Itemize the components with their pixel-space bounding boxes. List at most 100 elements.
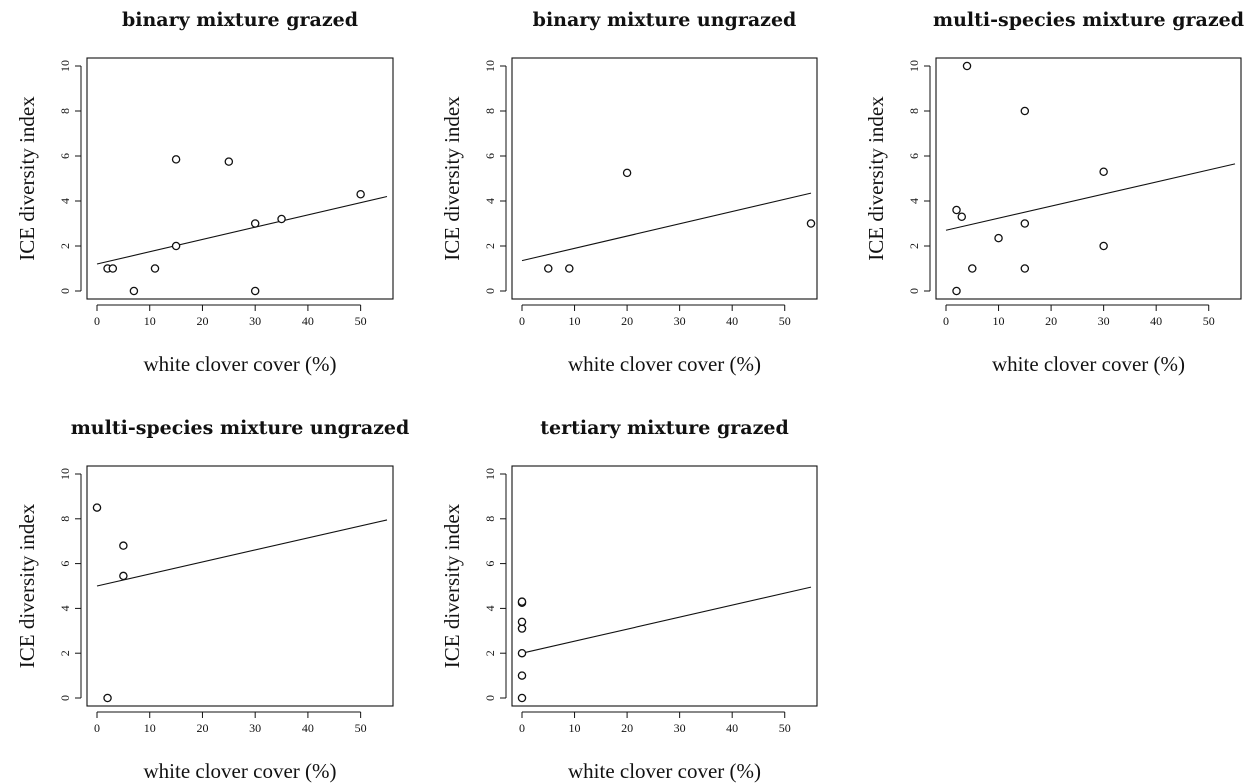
trend-line bbox=[96, 195, 388, 265]
data-point bbox=[952, 286, 961, 296]
data-point bbox=[1020, 219, 1030, 228]
x-tick-label: 30 bbox=[1098, 314, 1110, 328]
data-point bbox=[806, 219, 816, 228]
x-tick-label: 40 bbox=[302, 314, 314, 328]
y-tick-label: 0 bbox=[907, 288, 921, 294]
data-point bbox=[544, 264, 553, 273]
y-tick-label: 10 bbox=[483, 60, 497, 72]
scatter-panel-1: binary mixture grazed 0 10 20 30 40 50 0 2 4 6 8 10 w… bbox=[15, 9, 394, 376]
x-tick-label: 0 bbox=[943, 314, 949, 328]
x-tick-label: 0 bbox=[519, 721, 525, 735]
y-tick-label: 0 bbox=[58, 695, 72, 701]
panel-title: binary mixture ungrazed bbox=[533, 9, 797, 31]
y-tick-label: 2 bbox=[58, 243, 72, 249]
data-point bbox=[277, 214, 286, 224]
data-point bbox=[92, 503, 102, 512]
trend-line bbox=[521, 192, 812, 262]
data-point bbox=[1099, 167, 1108, 176]
plot-frame bbox=[86, 57, 394, 300]
x-tick-label: 40 bbox=[726, 314, 738, 328]
x-tick-label: 20 bbox=[1045, 314, 1057, 328]
x-tick-label: 40 bbox=[302, 721, 314, 735]
trend-line bbox=[521, 586, 812, 654]
x-tick-label: 50 bbox=[779, 314, 791, 328]
x-tick-label: 50 bbox=[1203, 314, 1215, 328]
x-axis-label: white clover cover (%) bbox=[568, 759, 761, 783]
data-point bbox=[517, 597, 527, 606]
y-tick-label: 8 bbox=[483, 516, 497, 522]
data-point bbox=[565, 264, 574, 273]
x-tick-label: 20 bbox=[196, 314, 208, 328]
data-point bbox=[108, 264, 118, 273]
y-tick-label: 2 bbox=[907, 243, 921, 249]
y-tick-label: 2 bbox=[58, 650, 72, 656]
data-point bbox=[171, 241, 181, 251]
x-tick-label: 0 bbox=[519, 314, 525, 328]
trend-line bbox=[945, 163, 1236, 231]
scatter-panel-2: binary mixture ungrazed 0 10 20 30 40 50 0 2 4 6 8 1… bbox=[440, 9, 818, 376]
data-point bbox=[119, 571, 128, 581]
x-tick-label: 0 bbox=[94, 721, 100, 735]
y-tick-label: 4 bbox=[58, 198, 72, 204]
plot-frame bbox=[511, 465, 818, 707]
y-tick-label: 8 bbox=[58, 108, 72, 114]
y-tick-label: 2 bbox=[483, 650, 497, 656]
trend-line bbox=[96, 519, 388, 587]
data-point bbox=[250, 286, 260, 296]
data-point bbox=[517, 648, 527, 658]
data-point bbox=[171, 155, 181, 164]
data-point bbox=[1020, 264, 1030, 273]
y-tick-label: 2 bbox=[483, 243, 497, 249]
y-tick-label: 4 bbox=[483, 198, 497, 204]
x-tick-label: 0 bbox=[94, 314, 100, 328]
x-tick-label: 50 bbox=[355, 314, 367, 328]
x-tick-label: 30 bbox=[249, 314, 261, 328]
y-tick-label: 8 bbox=[58, 516, 72, 522]
y-tick-label: 6 bbox=[483, 561, 497, 567]
y-tick-label: 4 bbox=[58, 605, 72, 611]
x-tick-label: 30 bbox=[249, 721, 261, 735]
panel-title: binary mixture grazed bbox=[122, 9, 358, 31]
x-tick-label: 10 bbox=[569, 314, 581, 328]
panel-title: multi-species mixture grazed bbox=[933, 9, 1244, 31]
data-point bbox=[517, 617, 527, 627]
y-tick-label: 6 bbox=[58, 561, 72, 567]
y-tick-label: 10 bbox=[483, 468, 497, 480]
y-tick-label: 4 bbox=[483, 605, 497, 611]
x-tick-label: 20 bbox=[621, 314, 633, 328]
data-point bbox=[250, 219, 260, 228]
data-point bbox=[103, 693, 112, 703]
data-point bbox=[1099, 241, 1108, 251]
data-point bbox=[129, 286, 139, 296]
data-point bbox=[622, 168, 632, 178]
y-tick-label: 0 bbox=[483, 695, 497, 701]
x-tick-label: 10 bbox=[144, 721, 156, 735]
x-tick-label: 10 bbox=[993, 314, 1005, 328]
x-tick-label: 30 bbox=[674, 314, 686, 328]
y-tick-label: 8 bbox=[483, 108, 497, 114]
y-tick-label: 10 bbox=[58, 60, 72, 72]
data-point bbox=[962, 61, 972, 71]
data-point bbox=[517, 693, 527, 703]
data-point bbox=[952, 205, 961, 215]
x-tick-label: 40 bbox=[1150, 314, 1162, 328]
x-axis-label: white clover cover (%) bbox=[144, 759, 337, 783]
panel-title: tertiary mixture grazed bbox=[540, 417, 789, 439]
scatter-panel-5: tertiary mixture grazed 0 10 20 30 40 50 0 2 4 6 8 1… bbox=[440, 417, 818, 783]
x-axis-label: white clover cover (%) bbox=[144, 352, 337, 376]
y-tick-label: 0 bbox=[483, 288, 497, 294]
y-tick-label: 8 bbox=[907, 108, 921, 114]
x-tick-label: 10 bbox=[569, 721, 581, 735]
y-axis-label: ICE diversity index bbox=[15, 96, 39, 261]
y-axis-label: ICE diversity index bbox=[440, 503, 464, 668]
x-tick-label: 20 bbox=[621, 721, 633, 735]
x-tick-label: 40 bbox=[726, 721, 738, 735]
x-axis-label: white clover cover (%) bbox=[568, 352, 761, 376]
y-tick-label: 6 bbox=[907, 153, 921, 159]
plot-frame bbox=[86, 465, 394, 707]
y-tick-label: 6 bbox=[483, 153, 497, 159]
x-tick-label: 50 bbox=[779, 721, 791, 735]
data-point bbox=[517, 671, 527, 680]
